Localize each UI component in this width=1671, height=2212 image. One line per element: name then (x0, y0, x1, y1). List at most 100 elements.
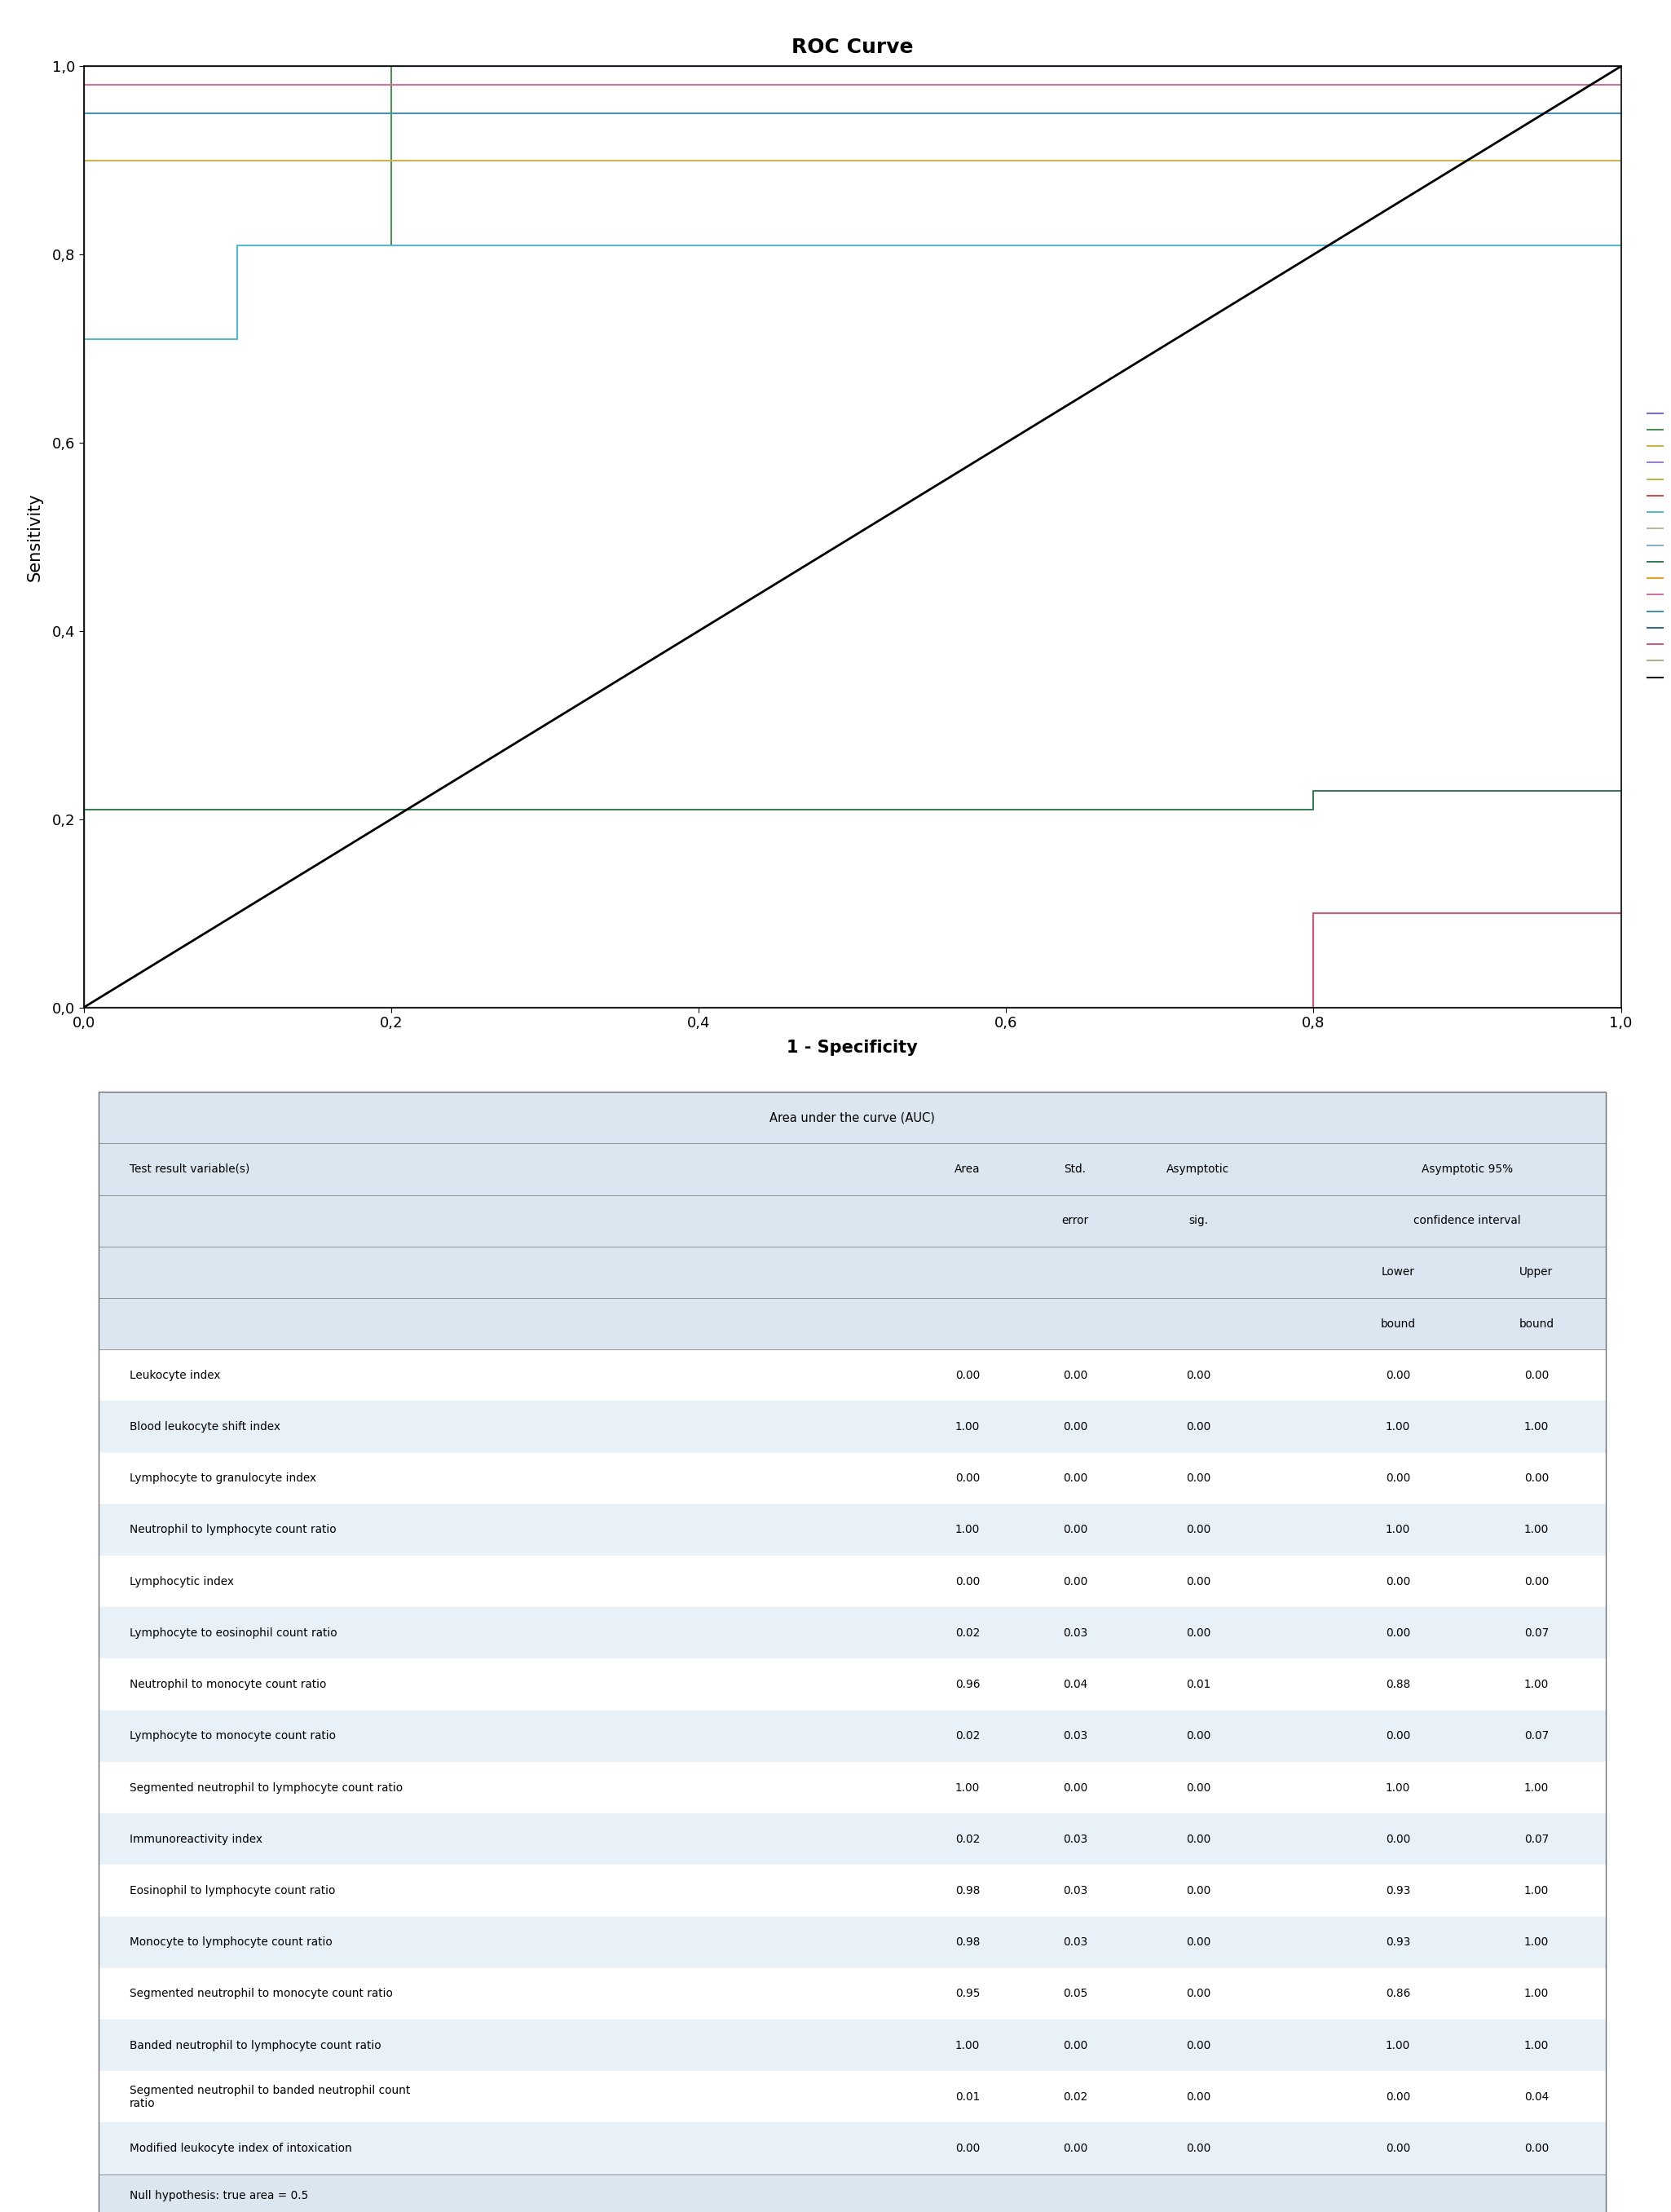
Text: 0.00: 0.00 (1186, 2039, 1210, 2051)
Line: Lymphocyte to monocyte count ratio: Lymphocyte to monocyte count ratio (84, 914, 1621, 1006)
Text: 0.00: 0.00 (1385, 2143, 1410, 2154)
Lymphocyte to eosinophil count ratio (1303, 993, 1323, 1020)
Lymphocyte to eosinophil count ratio (1303, 900, 1323, 927)
Text: 0.00: 0.00 (956, 1473, 979, 1484)
Line: Neutrophil to lymphocyte count ratio: Neutrophil to lymphocyte count ratio (84, 66, 1621, 1006)
Text: 0.00: 0.00 (956, 2143, 979, 2154)
Text: Segmented neutrophil to banded neutrophil count
ratio: Segmented neutrophil to banded neutrophi… (130, 2084, 411, 2110)
Segmented neutrophil to monocyte count ratio (1611, 100, 1631, 126)
Banded neutrophil to lymphocyte count ratio (74, 993, 94, 1020)
Text: 0.03: 0.03 (1063, 1885, 1088, 1896)
Text: Blood leukocyte shift index: Blood leukocyte shift index (130, 1420, 281, 1433)
Text: Lymphocyte to eosinophil count ratio: Lymphocyte to eosinophil count ratio (130, 1628, 338, 1639)
Text: bound: bound (1380, 1318, 1415, 1329)
Text: 0.00: 0.00 (1186, 2090, 1210, 2104)
Blood leukocyte shift index (1611, 232, 1631, 259)
Text: 0.00: 0.00 (1385, 2090, 1410, 2104)
Lymphocyte to monocyte count ratio (74, 993, 94, 1020)
Text: 0.00: 0.00 (1186, 1369, 1210, 1380)
Text: 0.00: 0.00 (1063, 1524, 1088, 1535)
Eosinophil to lymphocyte count ratio (74, 993, 94, 1020)
Monocyte to lymphocyte count ratio (1611, 73, 1631, 100)
Blood leukocyte shift index (74, 53, 94, 80)
Text: Area: Area (954, 1164, 981, 1175)
Leukocyte index (1611, 53, 1631, 80)
Text: 0.07: 0.07 (1524, 1628, 1549, 1639)
Text: Lower: Lower (1382, 1267, 1415, 1279)
Line: Segmented neutrophil to lymphocyte count ratio: Segmented neutrophil to lymphocyte count… (84, 66, 1621, 1006)
Text: 0.00: 0.00 (1385, 1575, 1410, 1588)
Neutrophil to monocyte count ratio (227, 232, 247, 259)
Text: Monocyte to lymphocyte count ratio: Monocyte to lymphocyte count ratio (130, 1936, 333, 1949)
Blood leukocyte shift index (381, 232, 401, 259)
Neutrophil to monocyte count ratio (74, 993, 94, 1020)
Text: 1.00: 1.00 (1524, 1989, 1549, 2000)
Text: 0.00: 0.00 (1063, 1783, 1088, 1794)
Bar (99, 1504, 1606, 1555)
Line: Eosinophil to lymphocyte count ratio: Eosinophil to lymphocyte count ratio (84, 86, 1621, 1006)
Text: 1.00: 1.00 (1524, 1420, 1549, 1433)
Lymphocyte to granulocyte index (381, 148, 401, 175)
Text: 0.00: 0.00 (1186, 1834, 1210, 1845)
Text: 0.04: 0.04 (1063, 1679, 1088, 1690)
Segmented neutrophil to lymphocyte count ratio (1611, 53, 1631, 80)
Lymphocyte to granulocyte index (1611, 148, 1631, 175)
Segmented neutrophil to lymphocyte count ratio (74, 993, 94, 1020)
Neutrophil to monocyte count ratio (74, 325, 94, 352)
Text: 0.07: 0.07 (1524, 1730, 1549, 1741)
Neutrophil to monocyte count ratio (381, 232, 401, 259)
Segmented neutrophil to monocyte count ratio (74, 100, 94, 126)
Text: Asymptotic: Asymptotic (1166, 1164, 1230, 1175)
Lymphocyte to monocyte count ratio (1611, 900, 1631, 927)
Segmented neutrophil to banded neutrophil count ratio (1303, 900, 1323, 927)
Text: 1.00: 1.00 (1524, 1524, 1549, 1535)
Text: Upper: Upper (1519, 1267, 1552, 1279)
Text: 1.00: 1.00 (1385, 1524, 1410, 1535)
Text: Segmented neutrophil to monocyte count ratio: Segmented neutrophil to monocyte count r… (130, 1989, 393, 2000)
Text: 1.00: 1.00 (1524, 1936, 1549, 1949)
Bar (99, 1608, 1606, 1659)
Text: Test result variable(s): Test result variable(s) (130, 1164, 249, 1175)
Bar (99, 1710, 1606, 1763)
Line: Immunoreactivity index: Immunoreactivity index (84, 792, 1621, 1006)
Text: 1.00: 1.00 (1385, 2039, 1410, 2051)
Text: 0.00: 0.00 (1063, 1575, 1088, 1588)
Text: 0.00: 0.00 (1385, 1628, 1410, 1639)
Text: 0.00: 0.00 (1524, 1369, 1549, 1380)
Text: 0.00: 0.00 (1186, 1989, 1210, 2000)
Text: 0.02: 0.02 (956, 1628, 979, 1639)
Bar (99, 1349, 1606, 1400)
Bar (99, 1916, 1606, 1969)
Bar (99, 1400, 1606, 1453)
Text: 0.00: 0.00 (1385, 1730, 1410, 1741)
Immunoreactivity index (1303, 779, 1323, 805)
Text: 0.88: 0.88 (1385, 1679, 1410, 1690)
Text: 0.00: 0.00 (1385, 1834, 1410, 1845)
Lymphocyte to monocyte count ratio (1303, 993, 1323, 1020)
Text: 0.01: 0.01 (1186, 1679, 1210, 1690)
Eosinophil to lymphocyte count ratio (1611, 73, 1631, 100)
Line: Monocyte to lymphocyte count ratio: Monocyte to lymphocyte count ratio (84, 86, 1621, 1006)
Text: 1.00: 1.00 (956, 1524, 979, 1535)
Text: 0.00: 0.00 (1063, 1473, 1088, 1484)
Text: 0.86: 0.86 (1385, 1989, 1410, 2000)
Text: 0.03: 0.03 (1063, 1730, 1088, 1741)
Immunoreactivity index (1303, 796, 1323, 823)
Segmented neutrophil to monocyte count ratio (74, 993, 94, 1020)
Text: 0.02: 0.02 (956, 1730, 979, 1741)
Text: 0.00: 0.00 (1063, 1369, 1088, 1380)
Line: Blood leukocyte shift index: Blood leukocyte shift index (84, 66, 1621, 1006)
Text: 0.00: 0.00 (1063, 2039, 1088, 2051)
Bar (99, 2124, 1606, 2174)
Text: 1.00: 1.00 (1385, 1420, 1410, 1433)
Blood leukocyte shift index (381, 53, 401, 80)
Text: Std.: Std. (1064, 1164, 1086, 1175)
Text: 0.04: 0.04 (1524, 2090, 1549, 2104)
Text: 0.05: 0.05 (1063, 1989, 1088, 2000)
Text: 0.00: 0.00 (1186, 1730, 1210, 1741)
Text: 0.00: 0.00 (1385, 1369, 1410, 1380)
Banded neutrophil to lymphocyte count ratio (1611, 53, 1631, 80)
Line: Neutrophil to monocyte count ratio: Neutrophil to monocyte count ratio (84, 246, 1621, 1006)
Text: 0.00: 0.00 (1385, 1473, 1410, 1484)
Lymphocyte to monocyte count ratio (1303, 900, 1323, 927)
